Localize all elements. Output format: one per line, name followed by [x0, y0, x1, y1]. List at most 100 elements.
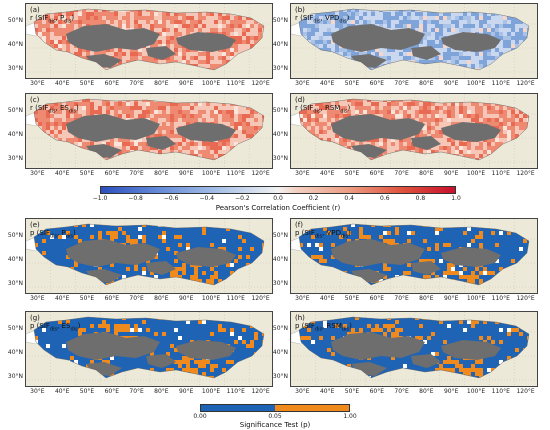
longitude-label: 80°E — [154, 80, 169, 87]
grid-cell — [182, 267, 186, 271]
grid-cell — [439, 24, 443, 28]
grid-cell — [150, 60, 154, 64]
grid-cell — [467, 146, 471, 150]
grid-cell — [307, 16, 311, 20]
grid-cell — [331, 352, 335, 356]
grid-cell — [451, 142, 455, 146]
grid-cell — [158, 134, 162, 138]
grid-cell — [459, 16, 463, 20]
grid-cell — [447, 52, 451, 56]
grid-cell — [495, 243, 499, 247]
grid-cell — [226, 110, 230, 114]
grid-cell — [142, 142, 146, 146]
grid-cell — [343, 52, 347, 56]
grid-cell — [479, 28, 483, 32]
grid-cell — [86, 106, 90, 110]
longitude-label: 90°E — [443, 170, 459, 177]
grid-cell — [451, 263, 455, 267]
grid-cell — [427, 110, 431, 114]
grid-cell — [126, 60, 130, 64]
grid-cell — [98, 106, 102, 110]
grid-cell — [194, 267, 198, 271]
grid-cell — [126, 267, 130, 271]
grid-cell — [218, 56, 222, 60]
colorbar-tick: 0.6 — [380, 195, 390, 202]
panel-h: (h) p (SIFdis, RSMdis) — [290, 311, 538, 387]
grid-cell — [262, 332, 264, 336]
grid-cell — [435, 24, 439, 28]
grid-cell — [58, 235, 62, 239]
grid-cell — [234, 40, 238, 44]
grid-cell — [323, 106, 327, 110]
grid-cell — [182, 56, 186, 60]
grid-cell — [186, 24, 190, 28]
grid-cell — [242, 20, 246, 24]
grid-cell — [170, 146, 174, 150]
grid-cell — [186, 32, 190, 36]
grid-cell — [150, 24, 154, 28]
grid-cell — [495, 28, 499, 32]
map-b — [291, 4, 537, 78]
grid-cell — [162, 16, 166, 20]
grid-cell — [499, 36, 503, 40]
latitude-label: 30°N — [272, 373, 288, 380]
grid-cell — [222, 110, 226, 114]
grid-cell — [142, 271, 146, 275]
grid-cell — [339, 20, 343, 24]
grid-cell — [214, 275, 218, 279]
panel-b-label: (b) r (SIFdis, VPDdis) — [295, 6, 349, 25]
grid-cell — [134, 16, 138, 20]
grid-cell — [471, 12, 475, 16]
grid-cell — [46, 118, 50, 122]
grid-cell — [170, 56, 174, 60]
grid-cell — [423, 28, 427, 32]
grid-cell — [447, 16, 451, 20]
grid-cell — [335, 24, 339, 28]
grid-cell — [331, 243, 335, 247]
colorbar-tick: 0.00 — [193, 413, 207, 420]
grid-cell — [34, 118, 38, 122]
grid-cell — [178, 20, 182, 24]
grid-cell — [114, 328, 118, 332]
grid-cell — [98, 12, 102, 16]
grid-cell — [226, 118, 230, 122]
grid-cell — [134, 146, 138, 150]
grid-cell — [403, 110, 407, 114]
grid-cell — [319, 243, 323, 247]
grid-cell — [194, 275, 198, 279]
grid-cell — [411, 102, 415, 106]
grid-cell — [379, 110, 383, 114]
grid-cell — [162, 106, 166, 110]
grid-cell — [202, 142, 206, 146]
grid-cell — [475, 372, 479, 376]
grid-cell — [122, 106, 126, 110]
grid-cell — [459, 364, 463, 368]
grid-cell — [254, 336, 258, 340]
grid-cell — [42, 239, 46, 243]
longitude-label: 40°E — [54, 80, 70, 87]
grid-cell — [423, 60, 427, 64]
grid-cell — [327, 348, 331, 352]
grid-cell — [391, 356, 395, 360]
grid-cell — [375, 48, 379, 52]
grid-cell — [190, 106, 194, 110]
grid-cell — [170, 126, 174, 130]
grid-cell — [90, 20, 94, 24]
masked-area — [411, 354, 441, 368]
longitude-label: 90°E — [443, 80, 459, 87]
grid-cell — [323, 16, 327, 20]
grid-cell — [311, 28, 315, 32]
grid-cell — [42, 32, 46, 36]
grid-cell — [186, 28, 190, 32]
grid-cell — [359, 102, 363, 106]
grid-cell — [327, 110, 331, 114]
grid-cell — [214, 118, 218, 122]
grid-cell — [78, 332, 82, 336]
masked-area — [66, 239, 160, 267]
grid-cell — [198, 52, 202, 56]
grid-cell — [98, 231, 102, 235]
grid-cell — [218, 279, 222, 283]
longitude-label: 50°E — [79, 295, 95, 302]
grid-cell — [515, 328, 519, 332]
grid-cell — [363, 110, 367, 114]
